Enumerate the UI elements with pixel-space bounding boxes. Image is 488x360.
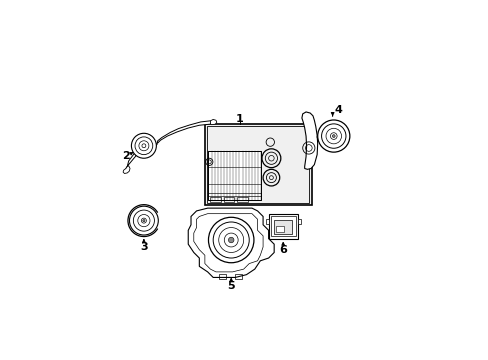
Circle shape bbox=[228, 237, 233, 243]
Text: 1: 1 bbox=[235, 114, 243, 123]
Circle shape bbox=[332, 135, 334, 138]
Circle shape bbox=[208, 217, 253, 263]
Polygon shape bbox=[210, 120, 216, 125]
Bar bbox=[135, 153, 138, 156]
Bar bbox=[268, 214, 297, 239]
Polygon shape bbox=[125, 141, 157, 171]
Polygon shape bbox=[157, 121, 211, 144]
Polygon shape bbox=[188, 208, 274, 278]
Bar bbox=[210, 197, 221, 202]
Circle shape bbox=[317, 120, 349, 152]
Text: 4: 4 bbox=[334, 105, 342, 115]
Bar bbox=[208, 151, 261, 200]
Polygon shape bbox=[317, 134, 322, 138]
Bar bbox=[224, 197, 234, 202]
Polygon shape bbox=[301, 112, 317, 169]
Bar bbox=[274, 220, 292, 234]
Circle shape bbox=[142, 220, 145, 222]
Text: 2: 2 bbox=[122, 151, 130, 161]
Bar bbox=[139, 149, 142, 151]
Bar bbox=[218, 274, 225, 279]
Circle shape bbox=[131, 133, 156, 158]
Bar bbox=[237, 197, 247, 202]
Bar bbox=[270, 216, 295, 237]
Bar bbox=[206, 126, 309, 203]
Bar bbox=[235, 274, 242, 279]
Text: 5: 5 bbox=[227, 281, 235, 291]
Bar bbox=[208, 193, 261, 196]
Bar bbox=[275, 226, 284, 232]
Polygon shape bbox=[123, 166, 130, 174]
Text: 3: 3 bbox=[140, 242, 147, 252]
Text: 6: 6 bbox=[279, 245, 286, 255]
Bar bbox=[204, 123, 311, 205]
Bar bbox=[297, 219, 300, 224]
Circle shape bbox=[129, 206, 158, 235]
Bar bbox=[265, 219, 268, 224]
